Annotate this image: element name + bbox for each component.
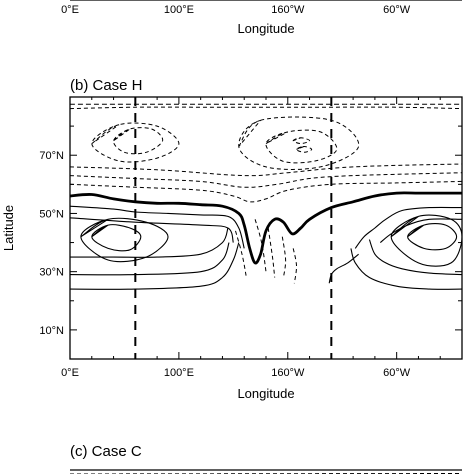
- positive-contour-3: [70, 242, 230, 276]
- y-ticks: 10°N 30°N 50°N 70°N: [39, 125, 462, 337]
- x-ticks: 0°E 100°E 160°W 60°W: [61, 97, 441, 379]
- top-tick-label-2: 160°W: [271, 4, 305, 16]
- y-tick-label-1: 30°N: [39, 267, 64, 279]
- negative-contour-8: [292, 248, 298, 284]
- bottom-fragment: (c) Case C: [69, 443, 463, 474]
- negative-closed-contour-2: [238, 116, 360, 170]
- y-tick-label-2: 50°N: [39, 208, 64, 220]
- negative-closed-contour-3: [265, 129, 338, 164]
- top-fragment: 0°E 100°E 160°W 60°W Longitude: [61, 0, 462, 36]
- negative-closed-contour-1: [113, 127, 164, 155]
- positive-closed-contour-2: [407, 223, 458, 251]
- y-axis-label: Latitude: [1, 205, 16, 251]
- positive-closed-contour-0: [91, 224, 142, 252]
- positive-contour-0: [70, 205, 245, 249]
- positive-contour-8: [350, 248, 462, 290]
- positive-contour-1: [70, 217, 234, 243]
- positive-contour-7: [368, 239, 462, 276]
- positive-contour-6: [379, 218, 462, 244]
- negative-contour-3: [70, 106, 462, 110]
- positive-contour-4: [70, 242, 240, 290]
- positive-contour-2: [70, 227, 229, 258]
- contour-lines: [70, 103, 462, 290]
- x-tick-label-0: 0°E: [61, 367, 79, 379]
- zero-contour: [70, 191, 462, 265]
- negative-contour-7: [281, 236, 287, 278]
- panel-label-c: (c) Case C: [70, 443, 142, 460]
- top-tick-label-0: 0°E: [61, 4, 79, 16]
- x-tick-label-3: 60°W: [383, 367, 411, 379]
- x-tick-label-2: 160°W: [271, 367, 305, 379]
- negative-contour-4: [235, 230, 247, 278]
- positive-contour-9: [328, 253, 359, 284]
- positive-closed-contour-3: [390, 214, 462, 267]
- panel-label-b: (b) Case H: [70, 77, 143, 94]
- negative-closed-contour-4: [292, 137, 311, 145]
- top-x-axis-label: Longitude: [237, 21, 294, 36]
- negative-contour-0: [70, 180, 462, 203]
- negative-closed-contour-0: [91, 122, 180, 163]
- x-axis-label: Longitude: [237, 386, 294, 401]
- x-tick-label-1: 100°E: [164, 367, 194, 379]
- vertical-dashed-lines: [134, 97, 333, 359]
- negative-contour-5: [254, 219, 267, 272]
- negative-contour-6: [267, 227, 276, 278]
- y-tick-label-3: 70°N: [39, 150, 64, 162]
- negative-closed-contour-5: [295, 145, 313, 153]
- positive-contour-5: [354, 206, 462, 249]
- negative-contour-2: [70, 163, 462, 177]
- y-tick-label-0: 10°N: [39, 325, 64, 337]
- contour-plot: 0°E 100°E 160°W 60°W 10°N 30°N 50°N 70°N: [39, 96, 463, 379]
- positive-closed-contour-1: [80, 217, 169, 263]
- top-tick-label-3: 60°W: [383, 4, 411, 16]
- top-tick-label-1: 100°E: [164, 4, 194, 16]
